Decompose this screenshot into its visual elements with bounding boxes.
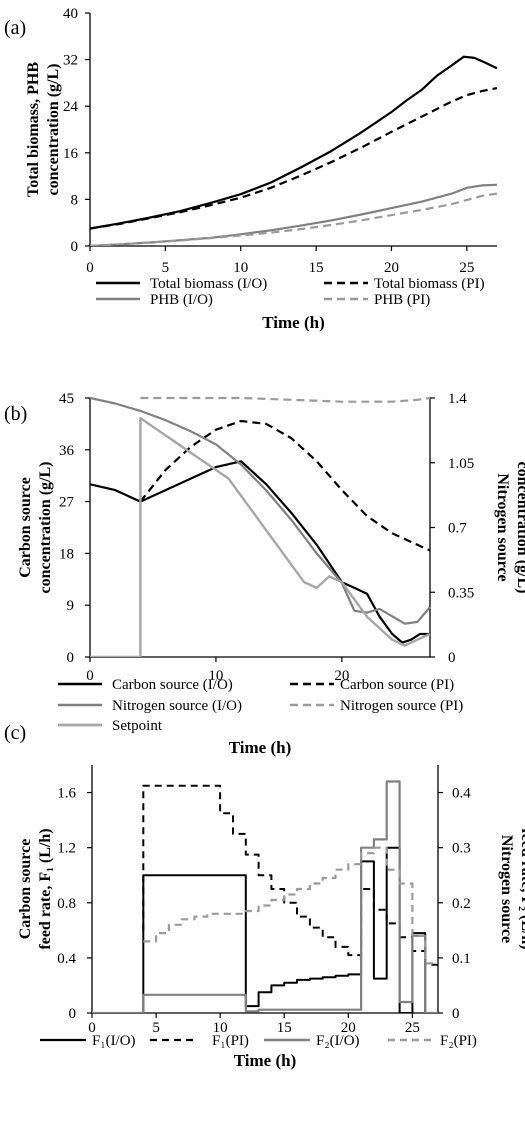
y-tick-label: 45 — [59, 391, 74, 407]
series-line-1 — [90, 55, 498, 230]
series-line-1 — [92, 846, 438, 1013]
x-tick-label: 5 — [162, 260, 170, 276]
legend-label: F₂(PI) — [440, 1033, 477, 1049]
y-axis-label: Carbon source — [17, 477, 34, 578]
legend-label: Total biomass (I/O) — [150, 276, 267, 292]
series-line-1 — [90, 460, 430, 644]
x-tick-label: 25 — [405, 1020, 420, 1036]
y2-tick-label: 1.05 — [448, 456, 474, 472]
x-tick-label: 25 — [459, 260, 474, 276]
series-line-3 — [92, 780, 438, 1013]
y-tick-label: 0.8 — [57, 896, 76, 912]
y2-tick-label: 0.3 — [452, 841, 471, 857]
y-tick-label: 1.2 — [57, 841, 76, 857]
series-line-4 — [140, 396, 431, 403]
legend-label: Setpoint — [112, 718, 163, 734]
y2-tick-label: 0.7 — [448, 521, 467, 537]
legend-label: F₁(PI) — [212, 1033, 249, 1049]
series-line-4 — [90, 192, 498, 246]
x-tick-label: 10 — [213, 1020, 228, 1036]
y-tick-label: 9 — [67, 598, 75, 614]
y-tick-label: 0 — [67, 650, 75, 666]
x-tick-label: 10 — [208, 668, 223, 684]
y2-axis-label: Nitrogen source — [498, 835, 515, 943]
series-line-5 — [90, 416, 431, 657]
y2-tick-label: 0 — [448, 650, 456, 666]
legend-label: Nitrogen source (I/O) — [112, 698, 242, 714]
y-axis-label: concentration (g/L) — [45, 64, 62, 196]
panel-label: (c) — [4, 722, 26, 744]
y-axis-label: feed rate, F₁ (L/h) — [37, 828, 54, 949]
panel-label: (b) — [4, 403, 27, 425]
y2-axis-label: feed rate, F₂ (L/h) — [518, 828, 525, 949]
x-tick-label: 20 — [341, 1020, 356, 1036]
y-tick-label: 36 — [59, 443, 75, 459]
legend-label: Nitrogen source (PI) — [340, 698, 463, 714]
x-tick-label: 0 — [86, 260, 94, 276]
y-tick-label: 40 — [63, 6, 78, 22]
legend-label: PHB (PI) — [374, 292, 430, 308]
series-line-2 — [90, 87, 498, 230]
x-axis-label: Time (h) — [262, 313, 325, 332]
y2-tick-label: 1.4 — [448, 391, 467, 407]
y-tick-label: 1.6 — [57, 786, 76, 802]
y-axis-label: Carbon source — [17, 839, 34, 940]
y-tick-label: 16 — [63, 146, 79, 162]
y-axis-label: Total biomass, PHB — [25, 62, 42, 197]
legend-label: PHB (I/O) — [150, 292, 213, 308]
panel-label: (a) — [4, 17, 26, 39]
series-line-3 — [90, 183, 498, 246]
legend-label: F₂(I/O) — [316, 1033, 360, 1049]
y-tick-label: 18 — [59, 546, 74, 562]
y2-tick-label: 0 — [452, 1006, 460, 1022]
legend-label: Carbon source (I/O) — [112, 677, 233, 693]
y-tick-label: 0 — [69, 1006, 77, 1022]
y-axis-label: concentration (g/L) — [37, 462, 54, 594]
y-tick-label: 32 — [63, 53, 78, 69]
y2-tick-label: 0.2 — [452, 896, 471, 912]
series-line-3 — [90, 396, 431, 625]
y-tick-label: 0.4 — [57, 951, 76, 967]
y2-tick-label: 0.4 — [452, 786, 471, 802]
x-axis-label: Time (h) — [234, 1051, 297, 1070]
x-tick-label: 0 — [88, 1020, 96, 1036]
x-tick-label: 15 — [277, 1020, 292, 1036]
x-axis-label: Time (h) — [229, 738, 292, 757]
x-tick-label: 20 — [384, 260, 399, 276]
y2-axis-label: Nitrogen source — [494, 473, 511, 581]
x-tick-label: 5 — [152, 1020, 160, 1036]
y2-tick-label: 0.35 — [448, 585, 474, 601]
y2-axis-label: concentration (g/L) — [514, 462, 525, 594]
y-tick-label: 8 — [71, 192, 79, 208]
x-tick-label: 15 — [309, 260, 324, 276]
series-line-4 — [143, 846, 438, 965]
legend-label: F₁(I/O) — [92, 1033, 136, 1049]
x-tick-label: 0 — [86, 668, 94, 684]
x-tick-label: 20 — [334, 668, 349, 684]
legend-label: Total biomass (PI) — [374, 276, 485, 292]
x-tick-label: 10 — [233, 260, 248, 276]
legend-label: Carbon source (PI) — [340, 677, 454, 693]
series-line-2 — [139, 419, 431, 552]
y-tick-label: 0 — [71, 239, 79, 255]
y-tick-label: 24 — [63, 99, 79, 115]
y2-tick-label: 0.1 — [452, 951, 471, 967]
y-tick-label: 27 — [59, 495, 75, 511]
